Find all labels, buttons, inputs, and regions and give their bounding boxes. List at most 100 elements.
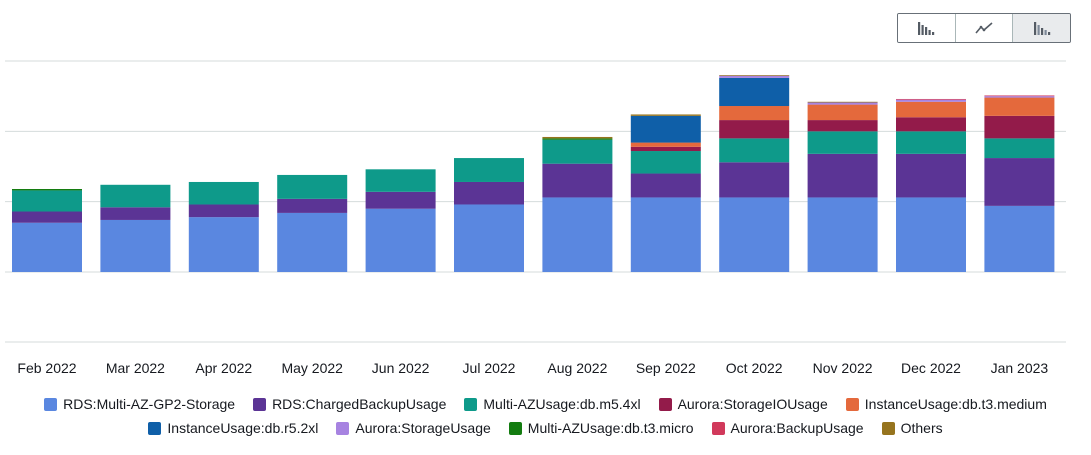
bar-segment[interactable] [984, 96, 1055, 98]
bar-segment[interactable] [984, 138, 1055, 159]
legend-swatch [253, 397, 267, 411]
bar-segment[interactable] [896, 117, 966, 132]
legend-swatch [881, 421, 895, 435]
legend-item[interactable]: InstanceUsage:db.t3.medium [845, 396, 1047, 412]
legend-row: InstanceUsage:db.r5.2xl Aurora:StorageUsa… [0, 416, 1091, 440]
bar-segment[interactable] [807, 102, 878, 105]
bar-segment[interactable] [719, 138, 790, 163]
bar-segment[interactable] [630, 146, 701, 152]
bar-segment[interactable] [630, 197, 701, 272]
bar-segment[interactable] [100, 207, 171, 220]
bar-segment[interactable] [277, 174, 348, 199]
bar-chart-button[interactable] [898, 14, 956, 42]
bar-segment[interactable] [454, 204, 524, 272]
bar-segment[interactable] [719, 75, 790, 76]
bar-segment[interactable] [100, 219, 171, 272]
x-tick-label: Dec 2022 [901, 360, 961, 376]
bar-segment[interactable] [984, 97, 1055, 116]
legend-item[interactable]: Multi-AZUsage:db.t3.micro [508, 420, 694, 436]
bar-segment[interactable] [12, 211, 82, 223]
bar-segment[interactable] [365, 208, 436, 272]
legend-swatch [711, 421, 725, 435]
x-tick-label: Aug 2022 [547, 360, 607, 376]
bar-segment[interactable] [454, 181, 524, 205]
bar-segment[interactable] [12, 190, 82, 212]
gridlines [5, 60, 1066, 343]
bar-chart-icon [918, 22, 935, 35]
bar-segment[interactable] [896, 98, 966, 100]
legend-swatch [508, 421, 522, 435]
legend-item[interactable]: Others [881, 420, 943, 436]
legend-row: RDS:Multi-AZ-GP2-Storage RDS:ChargedBacku… [0, 392, 1091, 416]
bar-segment[interactable] [454, 158, 524, 182]
legend-item[interactable]: Aurora:StorageIOUsage [658, 396, 828, 412]
bar-segment[interactable] [984, 115, 1055, 139]
bar-segment[interactable] [719, 77, 790, 107]
legend-item[interactable]: InstanceUsage:db.r5.2xl [148, 420, 318, 436]
bar-segment[interactable] [542, 163, 613, 198]
bar-segment[interactable] [100, 184, 171, 208]
stacked-bar-chart-button[interactable] [1013, 14, 1070, 42]
bar-segment[interactable] [719, 106, 790, 121]
line-chart-icon [975, 22, 993, 34]
legend-item[interactable]: Aurora:BackupUsage [711, 420, 864, 436]
bar-segment[interactable] [984, 95, 1055, 97]
bar-segment[interactable] [807, 120, 878, 132]
bar-segment[interactable] [896, 99, 966, 102]
bar-segment[interactable] [630, 151, 701, 174]
bar-segment[interactable] [719, 75, 790, 78]
legend-label: Aurora:StorageIOUsage [677, 396, 828, 412]
legend-label: Aurora:StorageUsage [355, 420, 491, 436]
legend-swatch [336, 421, 350, 435]
bar-segment[interactable] [542, 136, 613, 139]
x-tick-label: Oct 2022 [726, 360, 783, 376]
bar-segment[interactable] [630, 115, 701, 143]
bar-segment[interactable] [984, 205, 1055, 272]
legend-item[interactable]: RDS:Multi-AZ-GP2-Storage [44, 396, 235, 412]
bar-segment[interactable] [188, 181, 259, 205]
legend-item[interactable]: Aurora:StorageUsage [336, 420, 491, 436]
legend-label: Aurora:BackupUsage [730, 420, 864, 436]
bar-segment[interactable] [12, 189, 82, 191]
x-axis: Feb 2022 Mar 2022 Apr 2022 May 2022 Jun 2022… [17, 360, 1048, 376]
x-tick-label: Apr 2022 [195, 360, 252, 376]
bar-segment[interactable] [807, 101, 878, 103]
bar-segment[interactable] [188, 217, 259, 272]
bar-segment[interactable] [277, 212, 348, 272]
bar-segment[interactable] [896, 197, 966, 272]
bar-segment[interactable] [365, 169, 436, 192]
bar-segment[interactable] [188, 204, 259, 218]
stacked-bar-chart-icon [1033, 22, 1050, 35]
x-tick-label: Jun 2022 [372, 360, 430, 376]
legend-label: RDS:Multi-AZ-GP2-Storage [63, 396, 236, 412]
bar-segment[interactable] [807, 104, 878, 121]
bar-segment[interactable] [630, 114, 701, 116]
bar-segment[interactable] [896, 101, 966, 118]
bar-segment[interactable] [719, 120, 790, 139]
bar-segment[interactable] [542, 139, 613, 164]
legend-label: RDS:ChargedBackupUsage [272, 396, 447, 412]
bar-segment[interactable] [630, 173, 701, 198]
bar-segment[interactable] [984, 158, 1055, 206]
legend-swatch [658, 397, 672, 411]
bar-segment[interactable] [719, 197, 790, 272]
bar-segment[interactable] [807, 197, 878, 272]
legend-item[interactable]: RDS:ChargedBackupUsage [253, 396, 446, 412]
bar-segment[interactable] [719, 162, 790, 198]
legend-swatch [845, 397, 859, 411]
bar-segment[interactable] [365, 191, 436, 209]
bar-segment[interactable] [630, 142, 701, 147]
x-tick-label: Jul 2022 [463, 360, 516, 376]
bar-segment[interactable] [807, 153, 878, 198]
line-chart-button[interactable] [955, 14, 1014, 42]
bar-segment[interactable] [896, 153, 966, 198]
legend-item[interactable]: Multi-AZUsage:db.m5.4xl [464, 396, 641, 412]
legend-swatch [464, 397, 478, 411]
bar-segment[interactable] [12, 222, 82, 272]
bar-segment[interactable] [542, 138, 613, 140]
bar-segment[interactable] [542, 197, 613, 272]
bar-segment[interactable] [807, 131, 878, 154]
x-tick-label: Jan 2023 [991, 360, 1049, 376]
bar-segment[interactable] [277, 198, 348, 213]
bar-segment[interactable] [896, 131, 966, 154]
